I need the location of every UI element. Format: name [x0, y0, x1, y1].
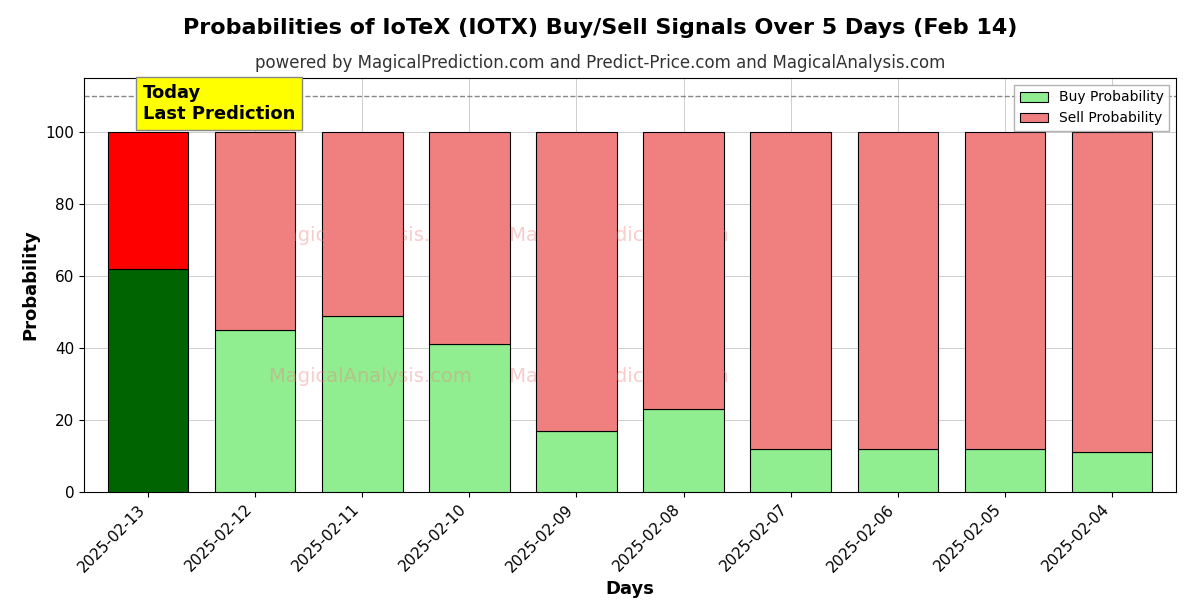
- X-axis label: Days: Days: [606, 580, 654, 598]
- Bar: [965, 132, 1045, 449]
- Bar: [323, 132, 402, 316]
- Bar: [750, 449, 830, 492]
- Bar: [1072, 452, 1152, 492]
- Bar: [1072, 132, 1152, 452]
- Y-axis label: Probability: Probability: [22, 230, 40, 340]
- Bar: [750, 132, 830, 449]
- Bar: [858, 449, 937, 492]
- Text: powered by MagicalPrediction.com and Predict-Price.com and MagicalAnalysis.com: powered by MagicalPrediction.com and Pre…: [254, 54, 946, 72]
- Bar: [108, 132, 188, 269]
- Bar: [965, 449, 1045, 492]
- Legend: Buy Probability, Sell Probability: Buy Probability, Sell Probability: [1014, 85, 1169, 131]
- Bar: [536, 431, 617, 492]
- Bar: [430, 344, 510, 492]
- Bar: [108, 269, 188, 492]
- Bar: [643, 132, 724, 409]
- Text: Probabilities of IoTeX (IOTX) Buy/Sell Signals Over 5 Days (Feb 14): Probabilities of IoTeX (IOTX) Buy/Sell S…: [182, 18, 1018, 38]
- Bar: [643, 409, 724, 492]
- Text: MagicalAnalysis.com      MagicalPrediction.com: MagicalAnalysis.com MagicalPrediction.co…: [269, 226, 728, 245]
- Bar: [323, 316, 402, 492]
- Bar: [430, 132, 510, 344]
- Bar: [215, 132, 295, 330]
- Bar: [215, 330, 295, 492]
- Text: Today
Last Prediction: Today Last Prediction: [143, 84, 295, 122]
- Bar: [858, 132, 937, 449]
- Bar: [536, 132, 617, 431]
- Text: MagicalAnalysis.com      MagicalPrediction.com: MagicalAnalysis.com MagicalPrediction.co…: [269, 367, 728, 386]
